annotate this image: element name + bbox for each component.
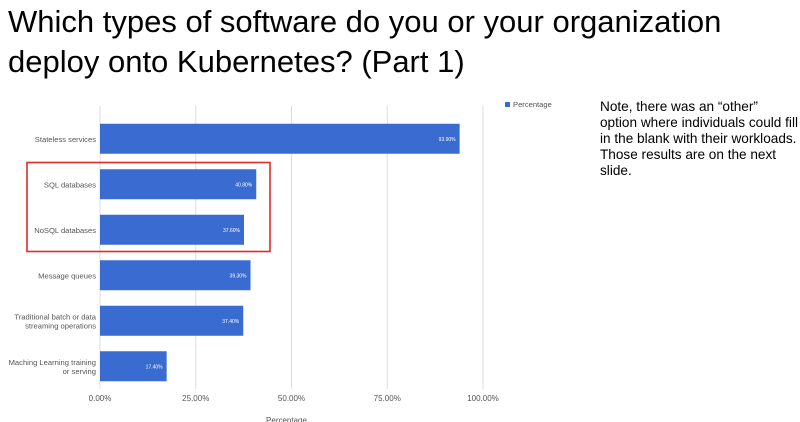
y-category-label: NoSQL databases: [34, 226, 96, 235]
bar: [100, 214, 245, 245]
legend-label: Percentage: [513, 100, 552, 109]
note-text: Note, there was an “other” option where …: [600, 99, 798, 178]
y-category-label-line: or serving: [63, 367, 96, 376]
y-category-label: Traditional batch or data streaming opera…: [14, 312, 96, 330]
data-label: 17.40%: [146, 364, 164, 370]
data-label: 40.80%: [235, 182, 253, 188]
x-tick-label: 0.00%: [89, 394, 112, 403]
slide-title-line-1: Which types of software do you or your o…: [8, 4, 722, 39]
y-category-label: SQL databases: [44, 180, 96, 189]
data-label: 37.40%: [222, 319, 240, 325]
y-category-label-line: SQL databases: [44, 180, 96, 189]
slide-title-line-2: deploy onto Kubernetes? (Part 1): [8, 44, 465, 79]
y-category-label: Maching Learning training or serving: [9, 358, 96, 376]
legend-swatch: [505, 102, 510, 107]
y-category-label-line: Stateless services: [35, 135, 96, 144]
x-axis-label: Percentage: [266, 416, 307, 422]
bar: [100, 351, 167, 382]
y-category-label-line: Maching Learning training: [9, 358, 96, 367]
data-label: 39.30%: [230, 273, 248, 279]
bar: [100, 169, 257, 200]
bar-chart: 0.00% 25.00% 50.00% 75.00% 100.00% Stateless …: [9, 100, 552, 422]
y-category-label: Stateless services: [35, 135, 96, 144]
y-category-label-line: Message queues: [38, 271, 96, 280]
bar: [100, 123, 460, 154]
x-tick-label: 75.00%: [374, 394, 401, 403]
data-label: 93.90%: [439, 137, 457, 143]
x-tick-label: 100.00%: [467, 394, 499, 403]
y-category-label-line: NoSQL databases: [34, 226, 96, 235]
data-label: 37.60%: [223, 228, 241, 234]
slide-title: Which types of software do you or your o…: [8, 2, 798, 82]
bar: [100, 260, 251, 291]
x-tick-label: 50.00%: [278, 394, 305, 403]
bar: [100, 305, 244, 336]
highlight-box: [26, 161, 271, 253]
y-category-label-line: Traditional batch or data: [14, 312, 96, 321]
x-tick-label: 25.00%: [182, 394, 209, 403]
y-category-label-line: streaming operations: [25, 321, 96, 330]
y-category-label: Message queues: [38, 271, 96, 280]
